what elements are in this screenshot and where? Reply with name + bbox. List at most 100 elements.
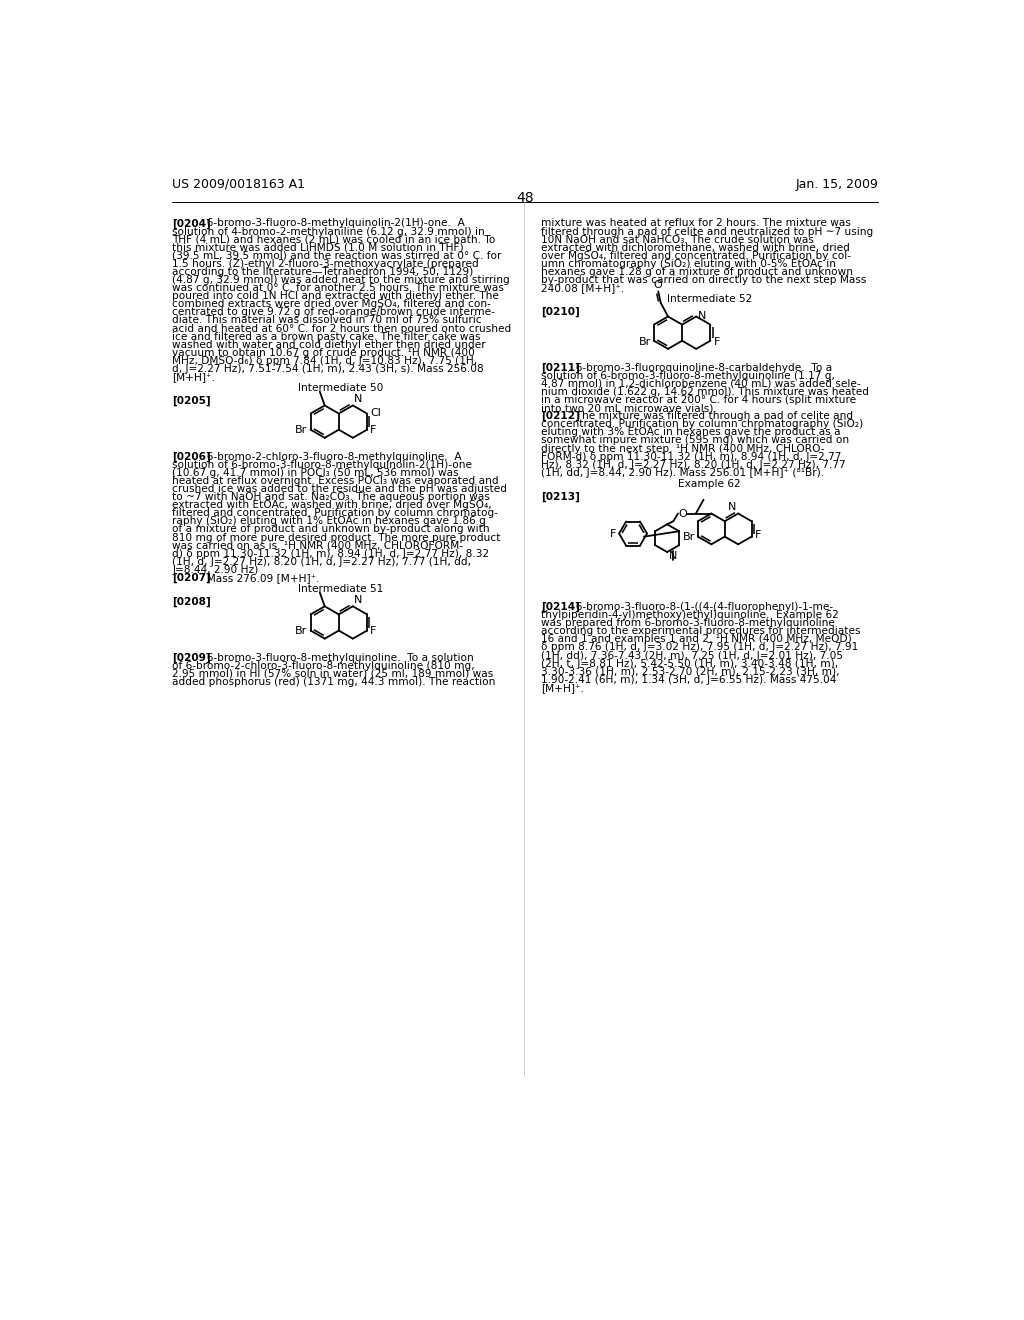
Text: [M+H]⁺.: [M+H]⁺. <box>172 372 215 381</box>
Text: N: N <box>353 595 362 605</box>
Text: was carried on as is. ¹H NMR (400 MHz, CHLOROFORM-: was carried on as is. ¹H NMR (400 MHz, C… <box>172 541 463 550</box>
Text: acid and heated at 60° C. for 2 hours then poured onto crushed: acid and heated at 60° C. for 2 hours th… <box>172 323 511 334</box>
Text: filtered and concentrated. Purification by column chromatog-: filtered and concentrated. Purification … <box>172 508 498 519</box>
Text: solution of 4-bromo-2-methylaniline (6.12 g, 32.9 mmol) in: solution of 4-bromo-2-methylaniline (6.1… <box>172 227 485 236</box>
Text: [0210]: [0210] <box>541 306 580 317</box>
Text: raphy (SiO₂) eluting with 1% EtOAc in hexanes gave 1.86 g: raphy (SiO₂) eluting with 1% EtOAc in he… <box>172 516 486 527</box>
Text: into two 20 mL microwave vials).: into two 20 mL microwave vials). <box>541 403 717 413</box>
Text: of a mixture of product and unknown by-product along with: of a mixture of product and unknown by-p… <box>172 524 489 535</box>
Text: [0211]: [0211] <box>541 363 580 374</box>
Text: extracted with EtOAc, washed with brine, dried over MgSO₄,: extracted with EtOAc, washed with brine,… <box>172 500 492 510</box>
Text: [0213]: [0213] <box>541 491 580 502</box>
Text: heated at reflux overnight. Excess POCl₃ was evaporated and: heated at reflux overnight. Excess POCl₃… <box>172 477 499 486</box>
Text: Intermediate 51: Intermediate 51 <box>299 585 384 594</box>
Text: MHz, DMSO-d₆) δ ppm 7.84 (1H, d, J=10.83 Hz), 7.75 (1H,: MHz, DMSO-d₆) δ ppm 7.84 (1H, d, J=10.83… <box>172 356 477 366</box>
Text: 6-bromo-3-fluoro-8-methylquinoline.  To a solution: 6-bromo-3-fluoro-8-methylquinoline. To a… <box>200 652 474 663</box>
Text: [0205]: [0205] <box>172 396 211 405</box>
Text: 3.30-3.36 (1H, m), 2.53-2.70 (2H, m), 2.15-2.23 (3H, m),: 3.30-3.36 (1H, m), 2.53-2.70 (2H, m), 2.… <box>541 667 840 677</box>
Text: this mixture was added LiHMDS (1.0 M solution in THF): this mixture was added LiHMDS (1.0 M sol… <box>172 243 464 252</box>
Text: 10N NaOH and sat NaHCO₃. The crude solution was: 10N NaOH and sat NaHCO₃. The crude solut… <box>541 235 814 244</box>
Text: concentrated. Purification by column chromatography (SiO₂): concentrated. Purification by column chr… <box>541 420 863 429</box>
Text: diate. This material was dissolved in 70 ml of 75% sulfuric: diate. This material was dissolved in 70… <box>172 315 482 326</box>
Text: Br: Br <box>295 626 307 636</box>
Text: N: N <box>669 550 678 561</box>
Text: (10.67 g, 41.7 mmol) in POCl₃ (50 mL, 536 mmol) was: (10.67 g, 41.7 mmol) in POCl₃ (50 mL, 53… <box>172 467 459 478</box>
Text: thylpiperidin-4-yl)methoxy)ethyl)quinoline.  Example 62: thylpiperidin-4-yl)methoxy)ethyl)quinoli… <box>541 610 839 620</box>
Text: O: O <box>678 508 687 519</box>
Text: δ ppm 8.76 (1H, d, J=3.02 Hz), 7.95 (1H, d, J=2.27 Hz), 7.91: δ ppm 8.76 (1H, d, J=3.02 Hz), 7.95 (1H,… <box>541 643 858 652</box>
Text: [0207]: [0207] <box>172 573 211 583</box>
Text: 6-bromo-3-fluoro-8-methylquinolin-2(1H)-one.  A: 6-bromo-3-fluoro-8-methylquinolin-2(1H)-… <box>200 218 465 228</box>
Text: 6-bromo-3-fluoro-8-(1-((4-(4-fluorophenyl)-1-me-: 6-bromo-3-fluoro-8-(1-((4-(4-fluoropheny… <box>569 602 834 612</box>
Text: US 2009/0018163 A1: US 2009/0018163 A1 <box>172 178 305 190</box>
Text: (4.87 g, 32.9 mmol) was added neat to the mixture and stirring: (4.87 g, 32.9 mmol) was added neat to th… <box>172 275 510 285</box>
Text: Cl: Cl <box>370 408 381 417</box>
Text: Br: Br <box>683 532 695 543</box>
Text: O: O <box>653 280 662 290</box>
Text: somewhat impure mixture (595 mg) which was carried on: somewhat impure mixture (595 mg) which w… <box>541 436 849 445</box>
Text: over MgSO₄, filtered and concentrated. Purification by col-: over MgSO₄, filtered and concentrated. P… <box>541 251 851 261</box>
Text: [M+H]⁺.: [M+H]⁺. <box>541 682 584 693</box>
Text: of 6-bromo-2-chloro-3-fluoro-8-methylquinoline (810 mg,: of 6-bromo-2-chloro-3-fluoro-8-methylqui… <box>172 660 475 671</box>
Text: 4.87 mmol) in 1,2-dichlorobenzene (40 mL) was added sele-: 4.87 mmol) in 1,2-dichlorobenzene (40 mL… <box>541 379 861 389</box>
Text: filtered through a pad of celite and neutralized to pH ∼7 using: filtered through a pad of celite and neu… <box>541 227 873 236</box>
Text: in a microwave reactor at 200° C. for 4 hours (split mixture: in a microwave reactor at 200° C. for 4 … <box>541 395 856 405</box>
Text: according to the literature—Tetrahedron 1994, 50, 1129): according to the literature—Tetrahedron … <box>172 267 473 277</box>
Text: N: N <box>697 310 707 321</box>
Text: ice and filtered as a brown pasty cake. The filter cake was: ice and filtered as a brown pasty cake. … <box>172 331 480 342</box>
Text: THF (4 mL) and hexanes (2 mL) was cooled in an ice bath. To: THF (4 mL) and hexanes (2 mL) was cooled… <box>172 235 496 244</box>
Text: (2H, t, J=8.81 Hz), 5.42-5.50 (1H, m), 3.40-3.48 (1H, m),: (2H, t, J=8.81 Hz), 5.42-5.50 (1H, m), 3… <box>541 659 839 669</box>
Text: mixture was heated at reflux for 2 hours. The mixture was: mixture was heated at reflux for 2 hours… <box>541 218 851 228</box>
Text: vacuum to obtain 10.67 g of crude product. ¹H NMR (400: vacuum to obtain 10.67 g of crude produc… <box>172 348 475 358</box>
Text: 240.08 [M+H]⁺.: 240.08 [M+H]⁺. <box>541 284 625 293</box>
Text: directly to the next step. ¹H NMR (400 MHz, CHLORO-: directly to the next step. ¹H NMR (400 M… <box>541 444 824 454</box>
Text: nium dioxide (1.622 g, 14.62 mmol). This mixture was heated: nium dioxide (1.622 g, 14.62 mmol). This… <box>541 387 869 397</box>
Text: [0204]: [0204] <box>172 218 211 228</box>
Text: 1.90-2.41 (6H, m), 1.34 (3H, d, J=6.55 Hz). Mass 475.04: 1.90-2.41 (6H, m), 1.34 (3H, d, J=6.55 H… <box>541 675 837 685</box>
Text: [0214]: [0214] <box>541 602 580 612</box>
Text: (1H, dd, J=8.44, 2.90 Hz). Mass 256.01 [M+H]⁺ (⁸¹Br).: (1H, dd, J=8.44, 2.90 Hz). Mass 256.01 [… <box>541 467 824 478</box>
Text: 810 mg of more pure desired product. The more pure product: 810 mg of more pure desired product. The… <box>172 532 501 543</box>
Text: Mass 276.09 [M+H]⁺.: Mass 276.09 [M+H]⁺. <box>200 573 319 583</box>
Text: Br: Br <box>295 425 307 436</box>
Text: [0212]: [0212] <box>541 412 580 421</box>
Text: FORM-d) δ ppm 11.30-11.32 (1H, m), 8.94 (1H, d, J=2.77: FORM-d) δ ppm 11.30-11.32 (1H, m), 8.94 … <box>541 451 842 462</box>
Text: The mixture was filtered through a pad of celite and: The mixture was filtered through a pad o… <box>569 412 853 421</box>
Text: F: F <box>714 337 720 347</box>
Text: (1H, dd), 7.36-7.43 (2H, m), 7.25 (1H, d, J=2.01 Hz), 7.05: (1H, dd), 7.36-7.43 (2H, m), 7.25 (1H, d… <box>541 651 843 660</box>
Text: solution of 6-bromo-3-fluoro-8-methylquinolin-2(1H)-one: solution of 6-bromo-3-fluoro-8-methylqui… <box>172 459 472 470</box>
Text: according to the experimental procedures for intermediates: according to the experimental procedures… <box>541 626 860 636</box>
Text: 6-bromo-3-fluoroquinoline-8-carbaldehyde.  To a: 6-bromo-3-fluoroquinoline-8-carbaldehyde… <box>569 363 833 372</box>
Text: d) δ ppm 11.30-11.32 (1H, m), 8.94 (1H, d, J=2.77 Hz), 8.32: d) δ ppm 11.30-11.32 (1H, m), 8.94 (1H, … <box>172 549 489 558</box>
Text: 2.95 mmol) in HI (57% soln in water) (25 ml, 189 mmol) was: 2.95 mmol) in HI (57% soln in water) (25… <box>172 669 494 678</box>
Text: to ~7 with NaOH and sat. Na₂CO₃. The aqueous portion was: to ~7 with NaOH and sat. Na₂CO₃. The aqu… <box>172 492 490 502</box>
Text: F: F <box>609 528 616 539</box>
Text: Intermediate 50: Intermediate 50 <box>298 383 384 393</box>
Text: [0208]: [0208] <box>172 597 211 607</box>
Text: 1.5 hours. (Z)-ethyl 2-fluoro-3-methoxyacrylate (prepared: 1.5 hours. (Z)-ethyl 2-fluoro-3-methoxya… <box>172 259 479 269</box>
Text: added phosphorus (red) (1371 mg, 44.3 mmol). The reaction: added phosphorus (red) (1371 mg, 44.3 mm… <box>172 677 496 686</box>
Text: N: N <box>728 502 736 512</box>
Text: Intermediate 52: Intermediate 52 <box>667 294 752 305</box>
Text: 16 and 1 and examples 1 and 2. ¹H NMR (400 MHz, MeOD): 16 and 1 and examples 1 and 2. ¹H NMR (4… <box>541 635 852 644</box>
Text: by-product that was carried on directly to the next step Mass: by-product that was carried on directly … <box>541 275 866 285</box>
Text: Example 62: Example 62 <box>678 479 740 490</box>
Text: (1H, d, J=2.27 Hz), 8.20 (1H, d, J=2.27 Hz), 7.77 (1H, dd,: (1H, d, J=2.27 Hz), 8.20 (1H, d, J=2.27 … <box>172 557 471 566</box>
Text: hexanes gave 1.28 g of a mixture of product and unknown: hexanes gave 1.28 g of a mixture of prod… <box>541 267 853 277</box>
Text: d, J=2.27 Hz), 7.51-7.54 (1H, m), 2.43 (3H, s). Mass 256.08: d, J=2.27 Hz), 7.51-7.54 (1H, m), 2.43 (… <box>172 364 484 374</box>
Text: J=8.44, 2.90 Hz): J=8.44, 2.90 Hz) <box>172 565 258 574</box>
Text: N: N <box>353 393 362 404</box>
Text: F: F <box>370 425 377 436</box>
Text: umn chromatography (SiO₂) eluting with 0-5% EtOAc in: umn chromatography (SiO₂) eluting with 0… <box>541 259 836 269</box>
Text: F: F <box>370 626 377 636</box>
Text: was prepared from 6-bromo-3-fluoro-8-methylquinoline: was prepared from 6-bromo-3-fluoro-8-met… <box>541 618 835 628</box>
Text: solution of 6-bromo-3-fluoro-8-methylquinoline (1.17 g,: solution of 6-bromo-3-fluoro-8-methylqui… <box>541 371 835 380</box>
Text: Hz), 8.32 (1H, d, J=2.27 Hz), 8.20 (1H, d, J=2.27 Hz), 7.77: Hz), 8.32 (1H, d, J=2.27 Hz), 8.20 (1H, … <box>541 459 846 470</box>
Text: centrated to give 9.72 g of red-orange/brown crude interme-: centrated to give 9.72 g of red-orange/b… <box>172 308 495 317</box>
Text: [0206]: [0206] <box>172 451 211 462</box>
Text: 6-bromo-2-chloro-3-fluoro-8-methylquinoline.  A: 6-bromo-2-chloro-3-fluoro-8-methylquinol… <box>200 451 462 462</box>
Text: poured into cold 1N HCl and extracted with diethyl ether. The: poured into cold 1N HCl and extracted wi… <box>172 292 499 301</box>
Text: F: F <box>755 531 761 540</box>
Text: [0209]: [0209] <box>172 652 211 663</box>
Text: (39.5 mL, 39.5 mmol) and the reaction was stirred at 0° C. for: (39.5 mL, 39.5 mmol) and the reaction wa… <box>172 251 502 261</box>
